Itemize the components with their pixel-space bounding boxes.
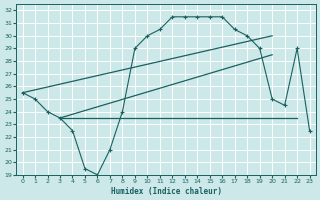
- X-axis label: Humidex (Indice chaleur): Humidex (Indice chaleur): [111, 187, 221, 196]
